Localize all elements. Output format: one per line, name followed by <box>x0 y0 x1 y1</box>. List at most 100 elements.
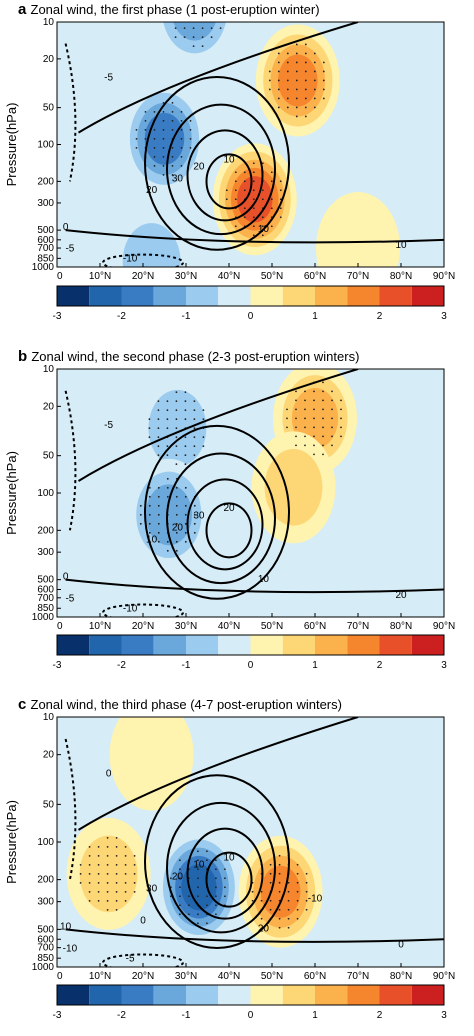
sig-dot <box>313 408 315 411</box>
panel-title: a Zonal wind, the first phase (1 post-er… <box>18 1 320 18</box>
sig-dot <box>193 409 196 412</box>
wind-contour <box>205 502 253 559</box>
sig-dot <box>175 486 178 489</box>
colorbar-frame <box>56 634 445 656</box>
sig-dot <box>193 504 196 507</box>
sig-dot <box>304 88 307 91</box>
sig-dot <box>304 43 307 46</box>
colorbar-segment <box>153 286 186 306</box>
sig-dot <box>234 171 237 174</box>
x-tick-label: 80°N <box>390 621 412 632</box>
sig-dot <box>184 436 187 439</box>
sig-dot <box>278 917 281 920</box>
sig-dot <box>97 882 100 884</box>
sig-dot <box>243 171 246 174</box>
sig-dot <box>157 400 160 403</box>
sig-dot <box>286 61 289 64</box>
sig-dot <box>243 216 246 219</box>
sig-dot <box>331 426 333 429</box>
wind-contour <box>186 827 264 920</box>
colorbar-segment <box>379 985 412 1005</box>
sig-dot <box>171 164 174 167</box>
sig-dot <box>124 891 127 893</box>
colorbar-tick-label: 0 <box>248 660 254 671</box>
sig-dot <box>88 855 91 857</box>
x-tick-label: 90°N <box>433 271 455 282</box>
panel-letter: c <box>18 696 31 713</box>
sig-dot <box>202 18 204 20</box>
y-tick-label: 20 <box>43 401 55 412</box>
sig-dot <box>304 444 306 447</box>
sig-dot <box>313 444 315 447</box>
sig-dot <box>184 409 187 412</box>
sig-dot <box>170 877 172 880</box>
sig-dot <box>252 180 255 183</box>
contour-label: 0 <box>140 916 146 927</box>
sig-dot <box>144 119 147 122</box>
sig-dot <box>224 868 226 871</box>
sig-dot <box>166 18 168 20</box>
sig-dot <box>268 70 271 73</box>
sig-dot <box>261 216 264 219</box>
sig-dot <box>202 445 205 448</box>
sig-dot <box>295 115 298 118</box>
contour-label: 10 <box>193 860 205 871</box>
sig-dot <box>215 859 217 862</box>
y-tick-label: 100 <box>37 140 54 151</box>
negative-contour <box>102 253 184 267</box>
sig-dot <box>279 198 282 201</box>
contour-label: -10 <box>123 603 138 614</box>
anomaly-level <box>181 864 217 911</box>
sig-dot <box>180 164 183 167</box>
sig-dot <box>106 891 109 893</box>
sig-dot <box>313 390 315 393</box>
contour-label: 10 <box>223 852 235 863</box>
sig-dot <box>184 463 187 466</box>
x-tick-label: 30°N <box>175 271 197 282</box>
sig-dot <box>313 453 315 456</box>
sig-dot <box>171 110 174 113</box>
y-tick-label: 500 <box>37 225 54 236</box>
sig-dot <box>295 444 297 447</box>
sig-dot <box>261 198 264 201</box>
sig-dot <box>313 97 316 100</box>
sig-dot <box>322 444 324 447</box>
x-tick-label: 20°N <box>132 271 154 282</box>
sig-dot <box>193 436 196 439</box>
colorbar-segment <box>153 635 186 655</box>
contour-label: 0 <box>398 940 404 951</box>
wind-contour <box>77 717 359 831</box>
contour-label: -10 <box>308 894 323 905</box>
sig-dot <box>175 418 178 421</box>
sig-dot <box>88 882 91 884</box>
sig-dot <box>162 119 165 122</box>
sig-dot <box>278 863 281 866</box>
sig-dot <box>189 137 192 140</box>
sig-dot <box>304 61 307 64</box>
sig-dot <box>106 837 109 839</box>
sig-dot <box>296 863 299 866</box>
contour-label: 10 <box>258 574 270 585</box>
colorbar-segment <box>89 985 122 1005</box>
sig-dot <box>206 859 208 862</box>
sig-dot <box>313 70 316 73</box>
field-area <box>57 717 444 967</box>
sig-dot <box>115 837 118 839</box>
sig-dot <box>175 531 178 534</box>
sig-dot <box>313 61 316 64</box>
anomaly-level <box>122 223 181 267</box>
sig-dot <box>124 864 127 866</box>
colorbar-segment <box>121 985 154 1005</box>
sig-dot <box>234 225 237 228</box>
anomaly-level <box>316 192 400 267</box>
colorbar-segment <box>57 286 90 306</box>
colorbar-tick-label: 1 <box>312 660 318 671</box>
sig-dot <box>225 189 228 192</box>
sig-dot <box>295 106 298 109</box>
x-tick-label: 0 <box>57 971 63 982</box>
y-tick-label: 50 <box>43 451 55 462</box>
sig-dot <box>106 882 109 884</box>
contour-label: -5 <box>104 72 113 83</box>
wind-contour <box>166 801 276 934</box>
sig-dot <box>261 234 264 237</box>
